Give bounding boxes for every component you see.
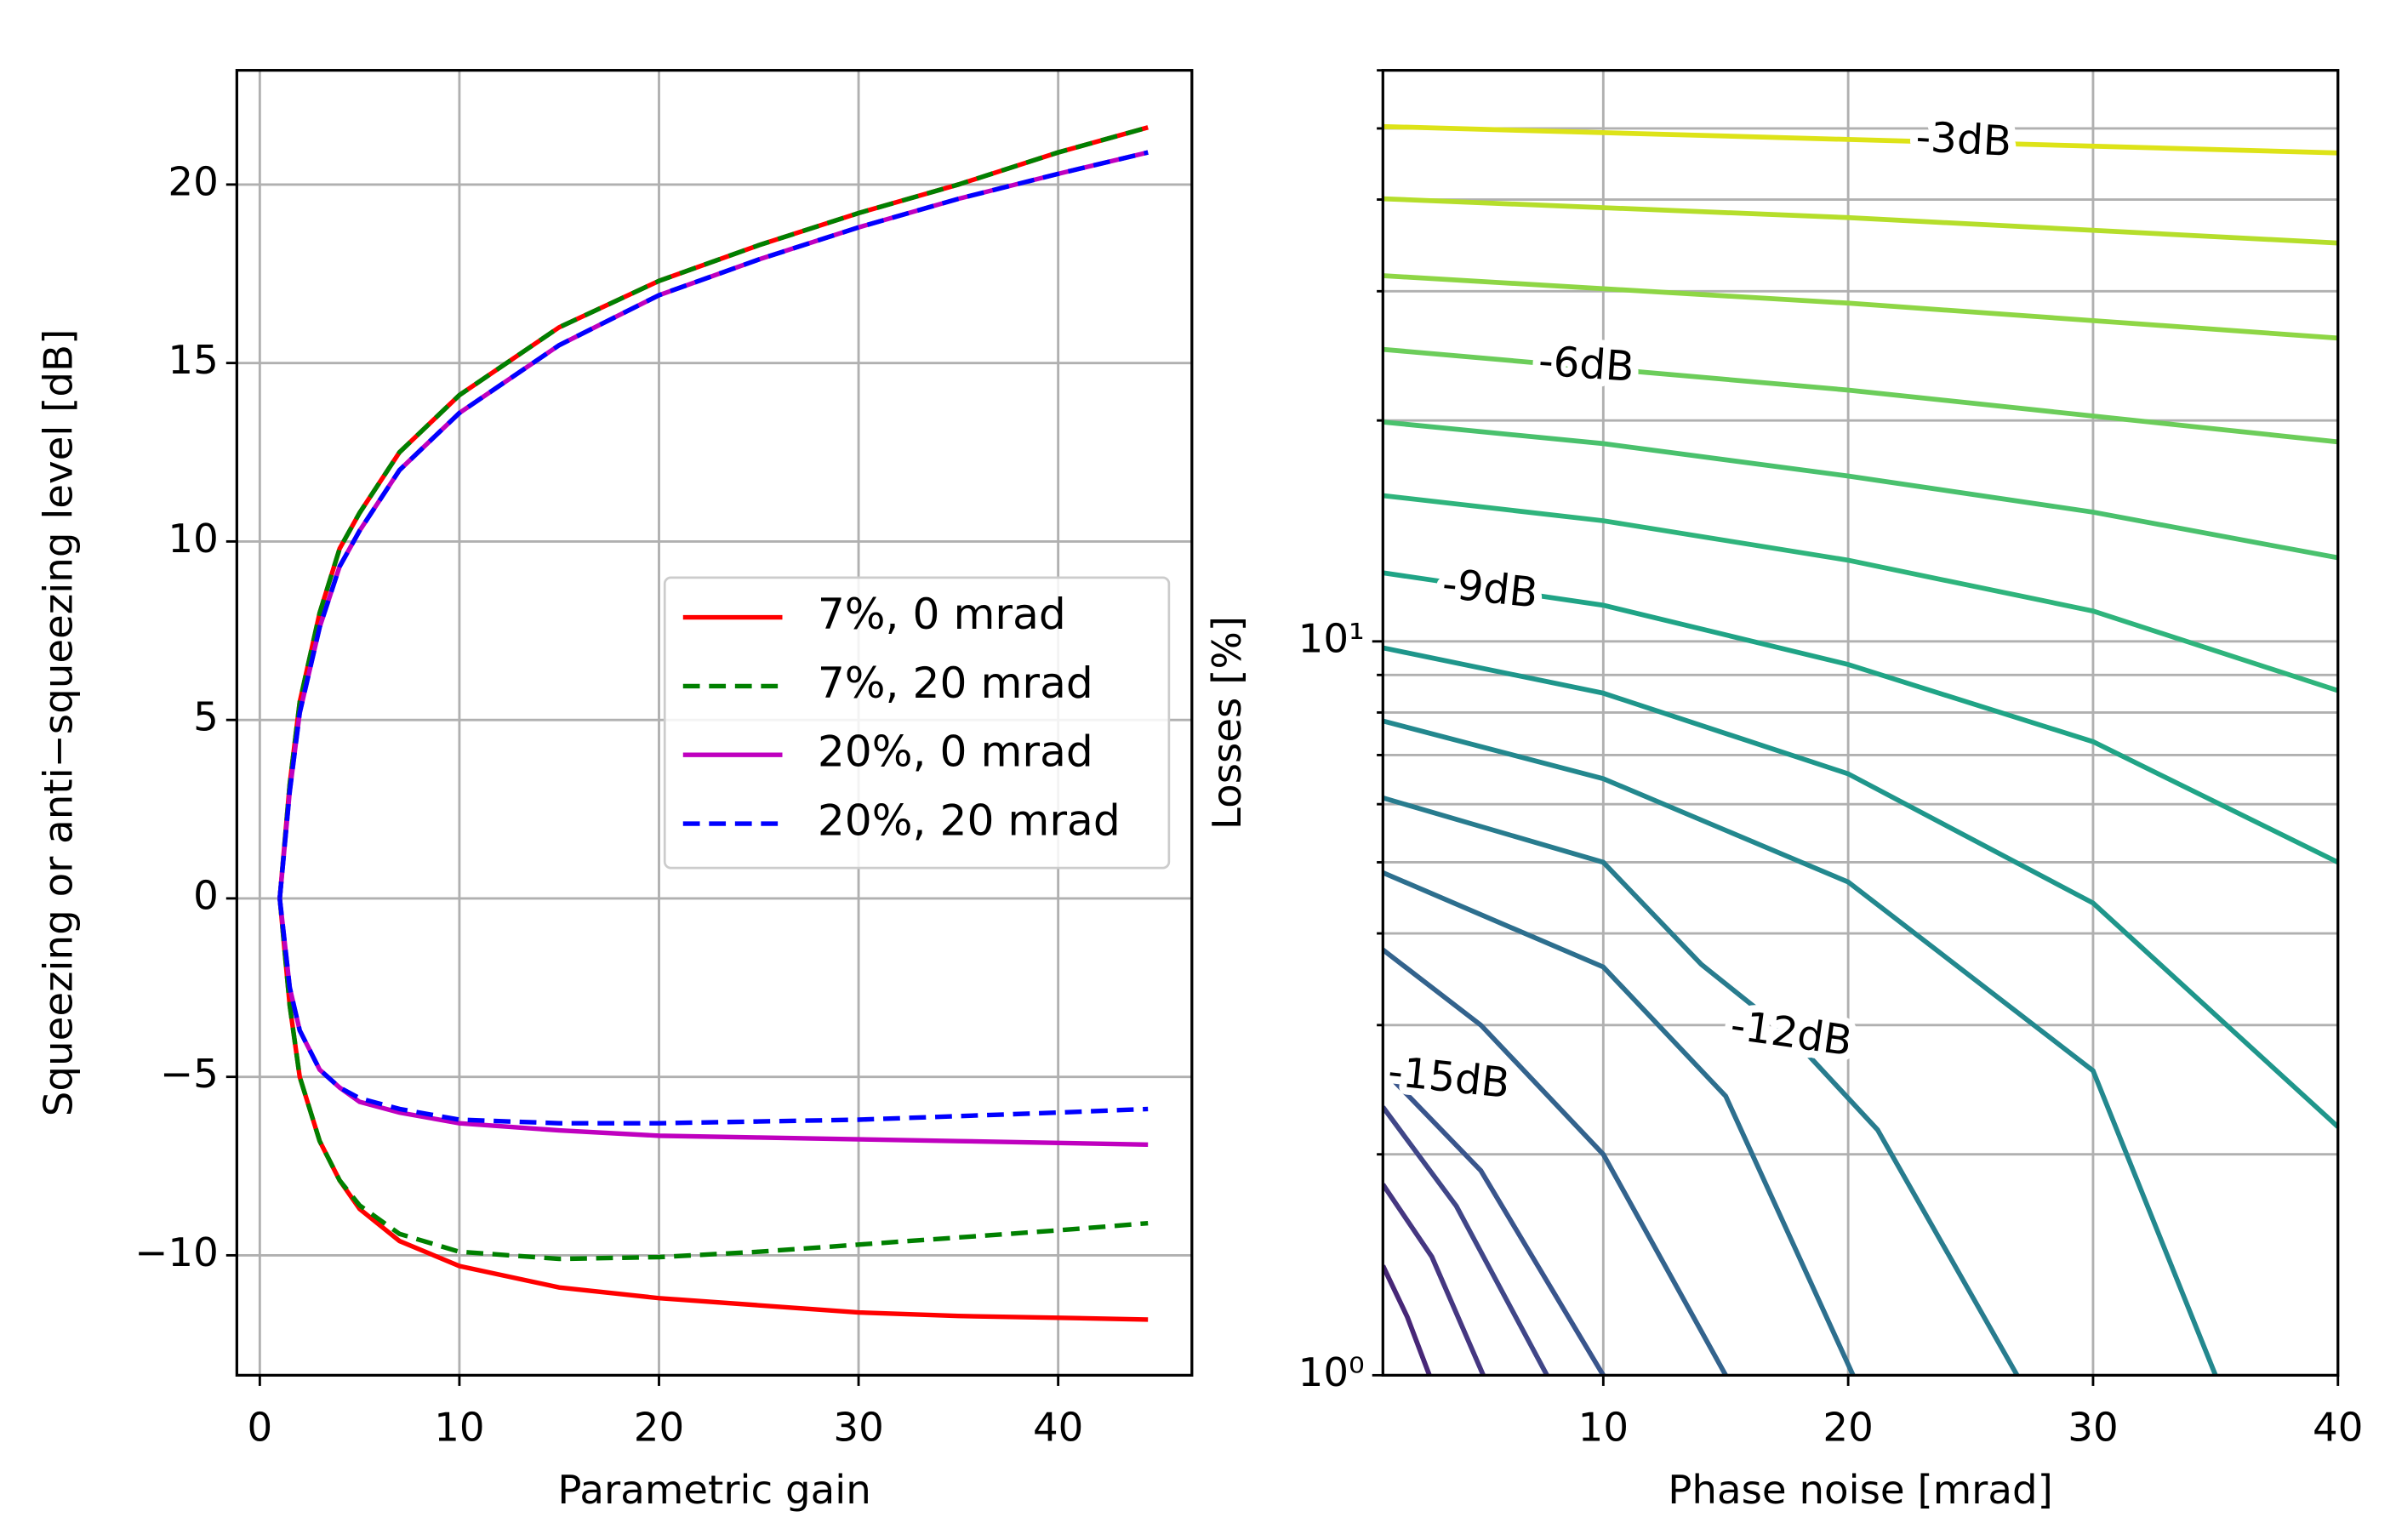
y-tick-label: −5 [160,1052,219,1098]
y-tick-label: −10 [134,1230,219,1276]
contour-line [1383,570,2338,865]
legend-label: 7%, 20 mrad [818,658,1093,708]
x-axis-label: Parametric gain [557,1468,870,1514]
legend-label: 7%, 0 mrad [818,589,1066,639]
y-tick-label: 10 [168,516,218,562]
legend-box [663,576,1171,870]
axes-frame [235,69,1194,1377]
series-line [277,150,1149,899]
plot-area [277,125,1149,1322]
y-tick-label: 5 [193,695,219,741]
legend-label: 20%, 0 mrad [818,727,1093,777]
contour-line [1383,1264,1432,1376]
y-tick-label: 0 [193,873,219,919]
contour-line [1383,948,1728,1376]
contour-line [1383,870,1856,1376]
series-line [277,898,1149,1322]
y-axis-label: Losses [%] [1205,616,1251,830]
x-axis-label: Phase noise [mrad] [1668,1468,2053,1514]
x-tick-label: 20 [1823,1406,1873,1452]
x-tick-label: 30 [833,1406,883,1452]
contour-label: -9dB [1440,560,1541,617]
contour-line [1383,1105,1549,1376]
series-line [277,125,1149,899]
contour-line [1383,1067,1606,1376]
contour-line [1383,346,2338,445]
axes-frame [1381,69,2340,1377]
contour-line [1383,123,2338,156]
contour-line [1383,1183,1486,1376]
x-tick-label: 10 [434,1406,484,1452]
contour-line [1383,796,2020,1376]
x-tick-label: 0 [247,1406,272,1452]
contour-line [1383,196,2338,246]
y-tick-label: 10⁰ [1298,1350,1365,1396]
x-tick-label: 30 [2068,1406,2118,1452]
plot-area [1383,123,2338,1376]
contour-line [1383,645,2338,1129]
y-tick-label: 15 [168,338,218,384]
series-line [277,898,1149,1126]
x-tick-label: 20 [634,1406,684,1452]
x-tick-label: 10 [1578,1406,1629,1452]
x-tick-label: 40 [1033,1406,1083,1452]
y-axis-label: Squeezing or anti−squeezing level [dB] [36,329,82,1117]
contour-line [1383,493,2338,693]
series-line [277,898,1149,1148]
y-tick-label: 10¹ [1298,616,1365,662]
contour-line [1383,419,2338,561]
legend-label: 20%, 20 mrad [818,796,1121,846]
contour-line [1383,273,2338,341]
contour-line [1383,718,2218,1376]
y-tick-label: 20 [168,159,218,205]
contour-label: -6dB [1537,337,1635,391]
contour-label: -3dB [1914,113,2012,166]
x-tick-label: 40 [2313,1406,2363,1452]
